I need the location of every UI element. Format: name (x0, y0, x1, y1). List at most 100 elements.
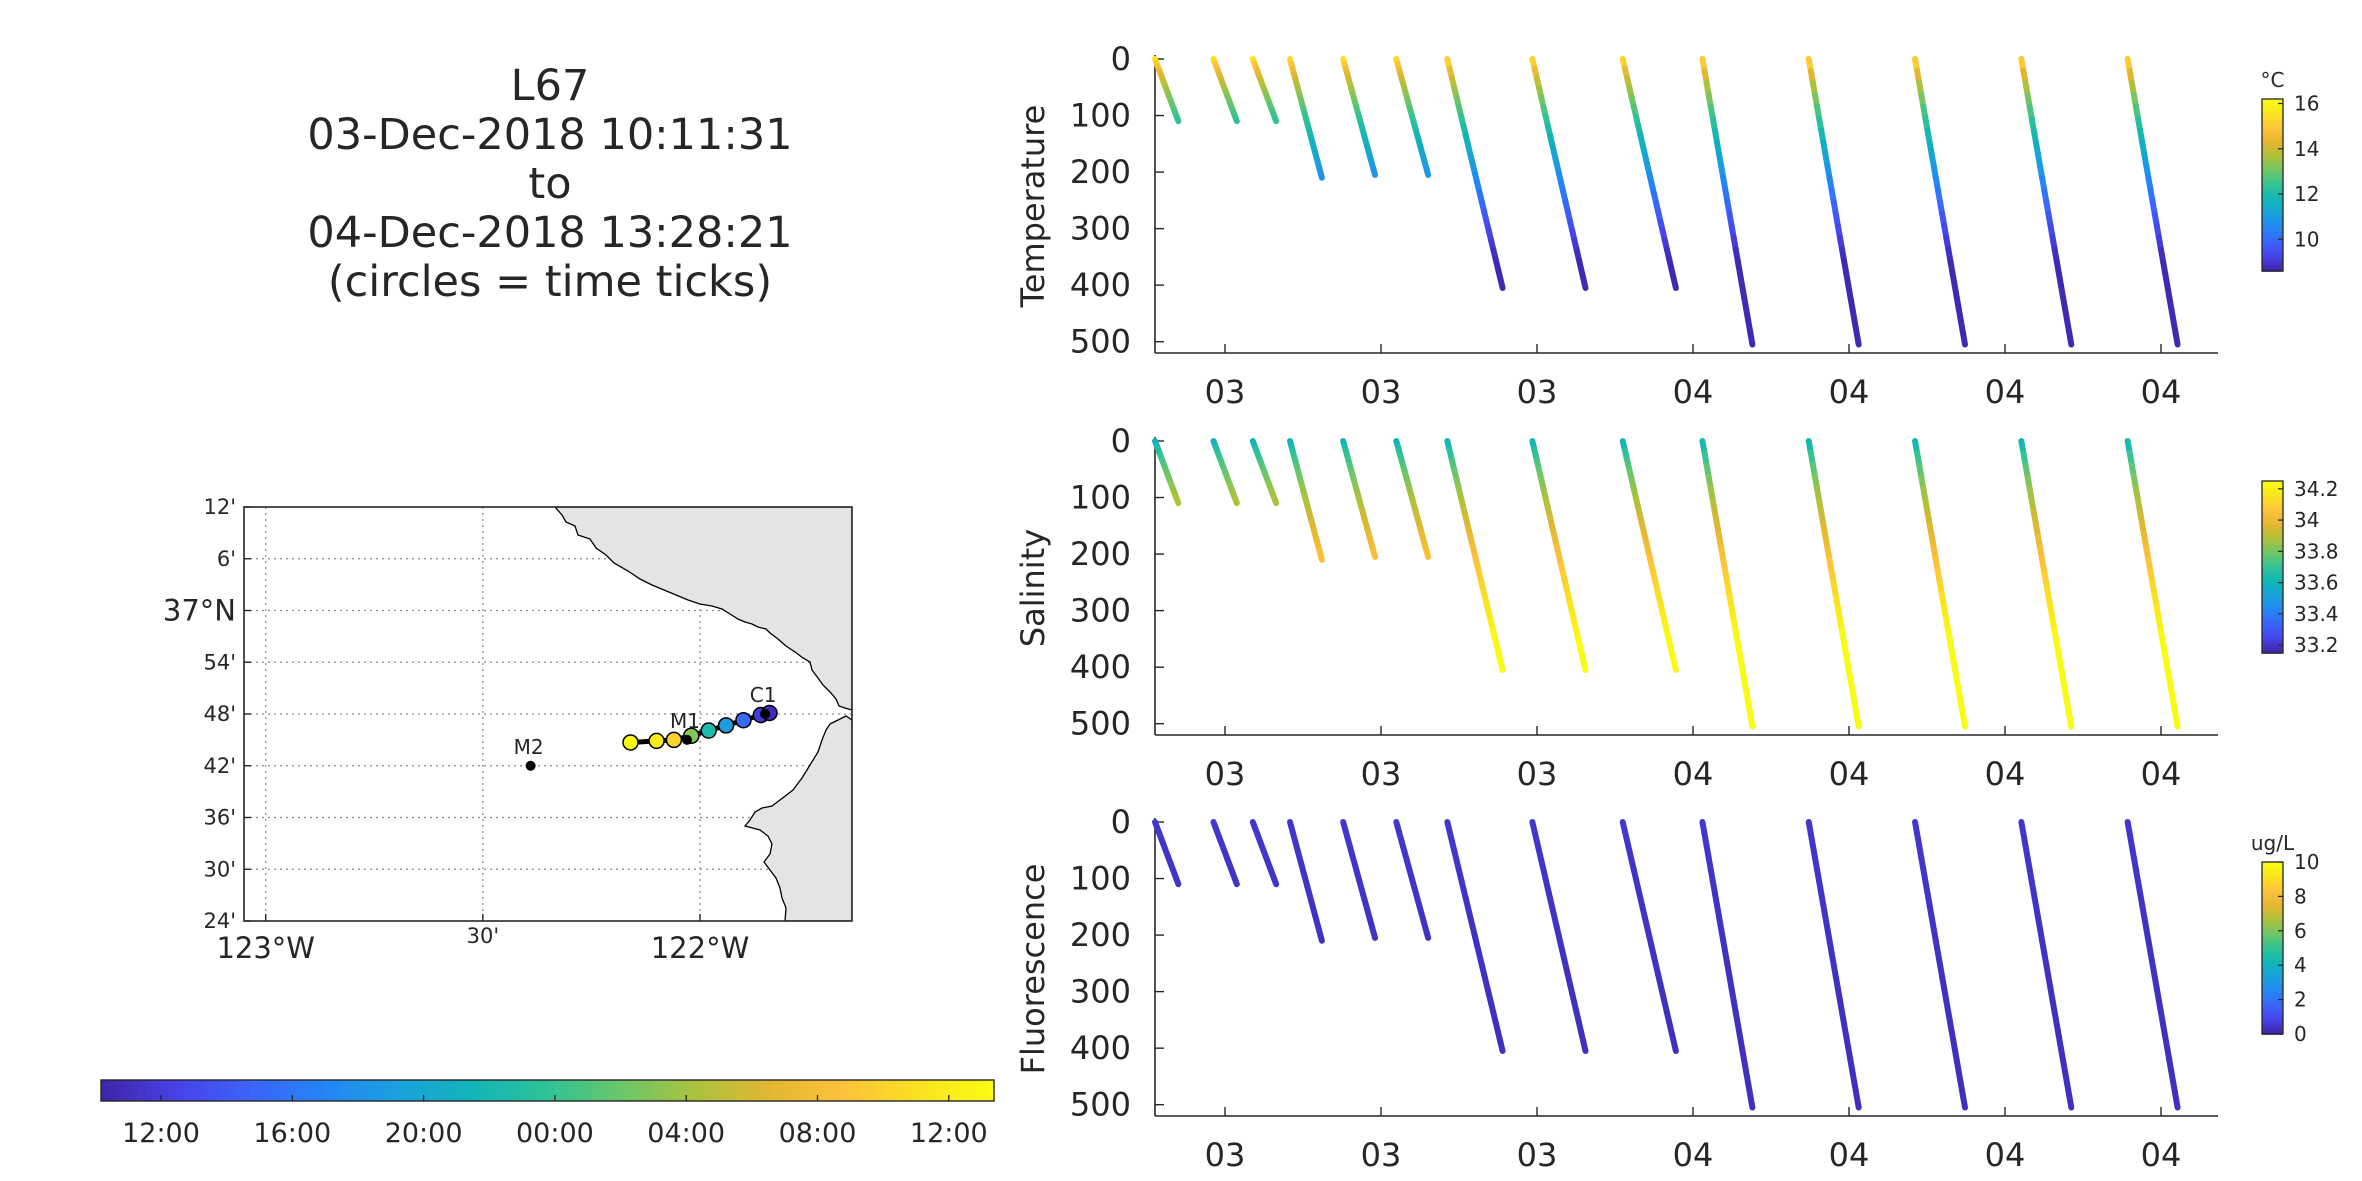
station-marker (760, 709, 771, 719)
panel-colorbar-segment (2262, 624, 2283, 628)
time-colorbar-segment (123, 1080, 132, 1101)
time-colorbar-segment (807, 1080, 817, 1101)
time-colorbar-label: 00:00 (516, 1118, 594, 1149)
panel-colorbar-segment (2262, 552, 2283, 557)
station-map: M2 M1 C1 12' 6' 37°N 54' 48' 42' 36' 30' 24'123°W 3… (163, 495, 853, 965)
panel-colorbar-segment (2262, 107, 2283, 112)
panel-colorbar-segment (2262, 638, 2283, 643)
time-colorbar-segment (956, 1080, 966, 1101)
panel-colorbar-segment (2262, 242, 2283, 246)
profile-trace (2124, 438, 2181, 730)
x-tick-label: 03 (1361, 373, 1402, 411)
time-colorbar-segment (368, 1080, 378, 1101)
panel-colorbar-segment (2262, 610, 2283, 614)
panel-colorbar-tick-label: 33.6 (2294, 571, 2339, 595)
x-tick-label: 04 (1829, 1136, 1870, 1174)
profile-segment (1747, 711, 1756, 730)
profile-segment (1670, 1038, 1679, 1054)
y-tick-label: 0 (1111, 422, 1131, 460)
panel-colorbar-tick-label: 0 (2294, 1022, 2307, 1046)
x-tick-label: 03 (1205, 1136, 1246, 1174)
panel-colorbar-segment (2262, 644, 2283, 649)
x-tick-label: 03 (1205, 755, 1246, 793)
time-colorbar-segment (153, 1080, 162, 1101)
panel-colorbar-segment (2262, 253, 2283, 258)
profile-trace (1699, 819, 1756, 1111)
time-colorbar-segment (874, 1080, 884, 1101)
panel-colorbar-segment (2262, 170, 2283, 175)
profile-trace (1699, 438, 1756, 730)
time-tick-circle (717, 717, 735, 734)
panel-colorbar-segment (2262, 907, 2283, 912)
x-tick-label: 04 (1673, 755, 1714, 793)
time-colorbar-segment (346, 1080, 355, 1101)
time-colorbar-segment (607, 1080, 616, 1101)
panel-colorbar-segment (2262, 219, 2283, 224)
panel-colorbar-segment (2262, 630, 2283, 634)
panel-colorbar-segment (2262, 965, 2283, 969)
panel-colorbar-segment (2262, 546, 2283, 551)
panel-colorbar-segment (2262, 564, 2283, 568)
panel-colorbar-segment (2262, 110, 2283, 115)
time-tick-circle (648, 732, 665, 750)
profile-trace (1287, 56, 1325, 181)
panel-colorbar-tick-label: 8 (2294, 884, 2307, 908)
panel-colorbar-segment (2262, 604, 2283, 608)
panel-colorbar-segment (2262, 512, 2283, 517)
panel-colorbar-segment (2262, 535, 2283, 540)
panel-colorbar-segment (2262, 572, 2283, 577)
time-colorbar-segment (212, 1080, 221, 1101)
time-colorbar-segment (934, 1080, 943, 1101)
panel-colorbar-segment (2262, 595, 2283, 600)
x-tick-label: 03 (1361, 1136, 1402, 1174)
profile-trace (1152, 438, 1182, 507)
time-colorbar-segment (569, 1080, 579, 1101)
profile-segment (1959, 711, 1969, 730)
profile-trace (1393, 56, 1432, 178)
panel-colorbar-segment (2262, 578, 2283, 583)
panel-colorbar-segment (2262, 587, 2283, 591)
panel-colorbar-segment (2262, 506, 2283, 511)
panel-colorbar-segment (2262, 864, 2283, 869)
panel-colorbar-segment (2262, 119, 2283, 123)
panel-colorbar-segment (2262, 1025, 2283, 1030)
time-colorbar-segment (413, 1080, 422, 1101)
profile-segment (1423, 549, 1432, 560)
panel-colorbar-segment (2262, 1028, 2283, 1032)
panel-colorbar-segment (2262, 262, 2283, 267)
profile-trace (1444, 819, 1506, 1054)
map-lat-tick-label: 24' (204, 909, 237, 933)
panel-colorbar-segment (2262, 569, 2283, 574)
x-tick-label: 04 (1673, 373, 1714, 411)
profile-trace (1340, 819, 1379, 941)
profile-segment (1317, 169, 1325, 181)
panel-colorbar-segment (2262, 182, 2283, 186)
panel-colorbar-segment (2262, 153, 2283, 158)
panel-colorbar-segment (2262, 561, 2283, 565)
profile-segment (1174, 878, 1182, 888)
time-colorbar-segment (465, 1080, 474, 1101)
time-colorbar-segment (726, 1080, 735, 1101)
map-lat-tick-label: 54' (204, 650, 237, 674)
time-colorbar-segment (763, 1080, 772, 1101)
panel-colorbar-segment (2262, 867, 2283, 872)
x-tick-label: 03 (1517, 1136, 1558, 1174)
time-colorbar-segment (279, 1080, 288, 1101)
profile-segment (1370, 167, 1379, 178)
profile-trace (1619, 56, 1679, 291)
time-colorbar-segment (108, 1080, 117, 1101)
panel-colorbar-segment (2262, 144, 2283, 149)
panel-colorbar-segment (2262, 167, 2283, 172)
time-colorbar-segment (778, 1080, 787, 1101)
panel-colorbar-tick-label: 33.4 (2294, 602, 2339, 626)
profile-segment (2066, 711, 2075, 730)
profile-segment (1497, 1038, 1506, 1054)
time-colorbar-segment (532, 1080, 541, 1101)
x-tick-label: 03 (1361, 755, 1402, 793)
time-colorbar-segment (793, 1080, 802, 1101)
y-tick-label: 100 (1070, 479, 1131, 517)
time-colorbar-segment (629, 1080, 638, 1101)
map-lat-tick-label: 42' (204, 754, 237, 778)
map-lon-tick-label: 30' (467, 924, 500, 948)
time-colorbar-segment (979, 1080, 988, 1101)
